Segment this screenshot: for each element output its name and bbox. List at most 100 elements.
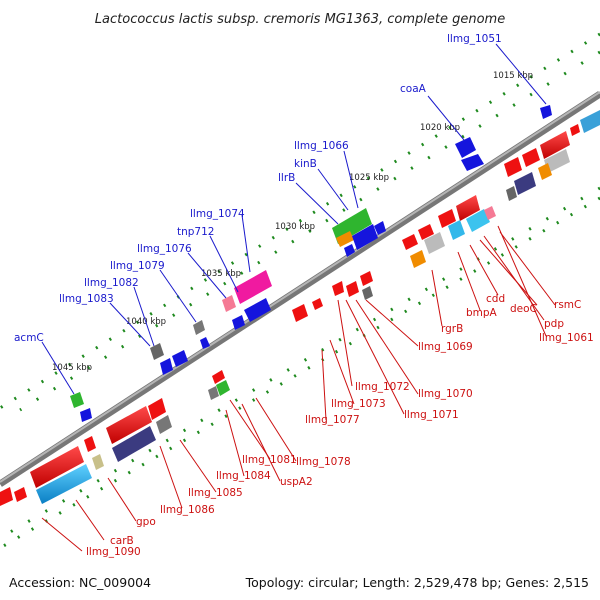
gene-feature [148, 398, 166, 420]
forward-gene-labels: llmg_1051 coaA llmg_1066 kinB llrB llmg_… [14, 33, 502, 344]
gene-label[interactable]: rgrB [441, 323, 463, 335]
gene-feature [80, 408, 92, 422]
gene-feature [455, 137, 476, 158]
topology-text: Topology: circular; Length: 2,529,478 bp… [245, 575, 589, 590]
gene-feature [514, 172, 536, 195]
gene-label[interactable]: tnp712 [177, 226, 214, 238]
gene-feature [484, 206, 496, 220]
gene-feature [461, 154, 484, 171]
gene-label[interactable]: llmg_1051 [447, 33, 502, 45]
gene-label[interactable]: llmg_1061 [539, 332, 594, 344]
gene-feature [312, 298, 323, 310]
gene-feature [336, 231, 354, 247]
gene-feature [0, 487, 13, 506]
forward-leader-lines [41, 43, 547, 395]
gene-label[interactable]: carB [110, 535, 134, 547]
gene-feature [156, 415, 172, 434]
gene-label[interactable]: llmg_1074 [190, 208, 245, 220]
gene-label[interactable]: uspA2 [280, 476, 313, 488]
reverse-genes [0, 110, 600, 506]
gene-feature [580, 110, 600, 133]
scale-track-upper-inner [19, 50, 600, 412]
gene-feature [402, 234, 418, 250]
gene-label[interactable]: llmg_1070 [418, 388, 473, 400]
gene-feature [570, 124, 580, 136]
gene-feature [344, 244, 355, 257]
gene-feature [352, 224, 378, 250]
gene-label[interactable]: llmg_1090 [86, 546, 141, 558]
gene-feature [70, 392, 84, 408]
scale-track-lower [0, 196, 600, 550]
gene-label[interactable]: deoC [510, 303, 537, 315]
genome-backbone [0, 91, 600, 487]
scale-label: 1025 kbp [349, 173, 389, 183]
gene-feature [160, 358, 173, 375]
gene-feature [84, 436, 96, 452]
forward-genes [70, 105, 552, 422]
gene-label[interactable]: llmg_1071 [404, 409, 459, 421]
gene-feature [360, 271, 373, 286]
gene-feature [418, 224, 434, 240]
gene-feature [410, 250, 426, 268]
gene-label[interactable]: llmg_1077 [305, 414, 360, 426]
gene-label[interactable]: kinB [294, 158, 317, 170]
gene-feature [332, 281, 344, 296]
gene-label[interactable]: llrB [278, 172, 295, 184]
gene-label[interactable]: gpo [136, 516, 156, 528]
gene-feature [216, 380, 230, 396]
gene-label[interactable]: rsmC [554, 299, 581, 311]
gene-label[interactable]: cdd [486, 293, 505, 305]
gene-feature [92, 454, 104, 470]
gene-label[interactable]: llmg_1072 [355, 381, 410, 393]
reverse-gene-labels: rsmC deoC cdd pdp bmpA llmg_1061 rgrB ll… [86, 293, 594, 558]
gene-label[interactable]: llmg_1073 [331, 398, 386, 410]
gene-feature [346, 281, 359, 297]
gene-feature [538, 163, 552, 180]
gene-feature [36, 464, 92, 504]
gene-label[interactable]: llmg_1086 [160, 504, 215, 516]
accession-text: Accession: NC_009004 [9, 575, 151, 590]
page-title: Lactococcus lactis subsp. cremoris MG136… [95, 12, 505, 27]
gene-feature [540, 105, 552, 119]
reverse-leader-lines [41, 225, 556, 552]
gene-feature [374, 221, 386, 235]
gene-feature [234, 270, 272, 304]
gene-feature [522, 148, 540, 167]
gene-feature [362, 286, 373, 300]
gene-feature [112, 426, 156, 462]
gene-label[interactable]: llmg_1081 [242, 454, 297, 466]
gene-feature [208, 386, 219, 400]
gene-label[interactable]: llmg_1082 [84, 277, 139, 289]
scale-label: 1035 kbp [201, 269, 241, 279]
gene-label[interactable]: llmg_1069 [418, 341, 473, 353]
gene-feature [540, 131, 570, 159]
gene-label[interactable]: llmg_1083 [59, 293, 114, 305]
gene-feature [448, 220, 465, 240]
gene-feature [193, 320, 205, 335]
gene-label[interactable]: llmg_1079 [110, 260, 165, 272]
gene-label[interactable]: llmg_1078 [296, 456, 351, 468]
gene-label[interactable]: llmg_1076 [137, 243, 192, 255]
gene-feature [244, 298, 271, 322]
gene-label[interactable]: coaA [400, 83, 427, 95]
gene-feature [106, 406, 152, 444]
gene-label[interactable]: llmg_1085 [188, 487, 243, 499]
gene-feature [544, 149, 570, 173]
gene-feature [424, 232, 445, 254]
gene-feature [456, 195, 480, 221]
gene-label[interactable]: acmC [14, 332, 44, 344]
gene-label[interactable]: llmg_1066 [294, 140, 349, 152]
gene-label[interactable]: bmpA [466, 307, 498, 319]
gene-feature [466, 209, 490, 232]
gene-label[interactable]: pdp [544, 318, 564, 330]
gene-feature [222, 295, 236, 312]
scale-label: 1015 kbp [493, 71, 533, 81]
scale-track-upper [0, 32, 600, 410]
gene-feature [232, 315, 245, 330]
gene-label[interactable]: llmg_1084 [216, 470, 271, 482]
gene-feature [292, 304, 308, 322]
gene-feature [30, 446, 84, 488]
gene-feature [504, 157, 522, 177]
gene-feature [172, 350, 188, 367]
